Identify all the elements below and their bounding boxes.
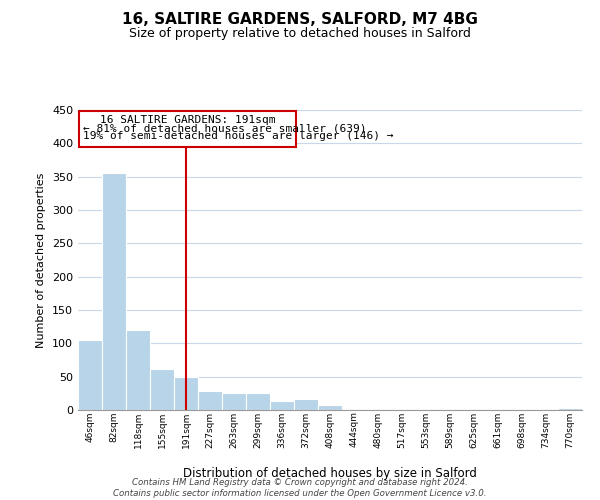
Bar (174, 376, 198, 410)
Text: 19% of semi-detached houses are larger (146) →: 19% of semi-detached houses are larger (… (83, 130, 394, 140)
Bar (294, 398, 318, 410)
Y-axis label: Number of detached properties: Number of detached properties (37, 172, 46, 348)
Text: ← 81% of detached houses are smaller (639): ← 81% of detached houses are smaller (63… (83, 124, 366, 134)
Bar (150, 368, 174, 410)
Bar (126, 330, 150, 410)
Bar (246, 394, 270, 410)
Bar (78, 340, 102, 410)
Bar (558, 408, 582, 410)
Text: 16 SALTIRE GARDENS: 191sqm: 16 SALTIRE GARDENS: 191sqm (100, 116, 275, 126)
Text: Contains HM Land Registry data © Crown copyright and database right 2024.
Contai: Contains HM Land Registry data © Crown c… (113, 478, 487, 498)
Text: 16, SALTIRE GARDENS, SALFORD, M7 4BG: 16, SALTIRE GARDENS, SALFORD, M7 4BG (122, 12, 478, 28)
FancyBboxPatch shape (79, 112, 296, 148)
Text: Size of property relative to detached houses in Salford: Size of property relative to detached ho… (129, 28, 471, 40)
Bar (270, 400, 294, 410)
Bar (198, 390, 222, 410)
Text: Distribution of detached houses by size in Salford: Distribution of detached houses by size … (183, 467, 477, 480)
Bar (102, 174, 126, 410)
Bar (318, 404, 342, 410)
Bar (222, 392, 246, 410)
